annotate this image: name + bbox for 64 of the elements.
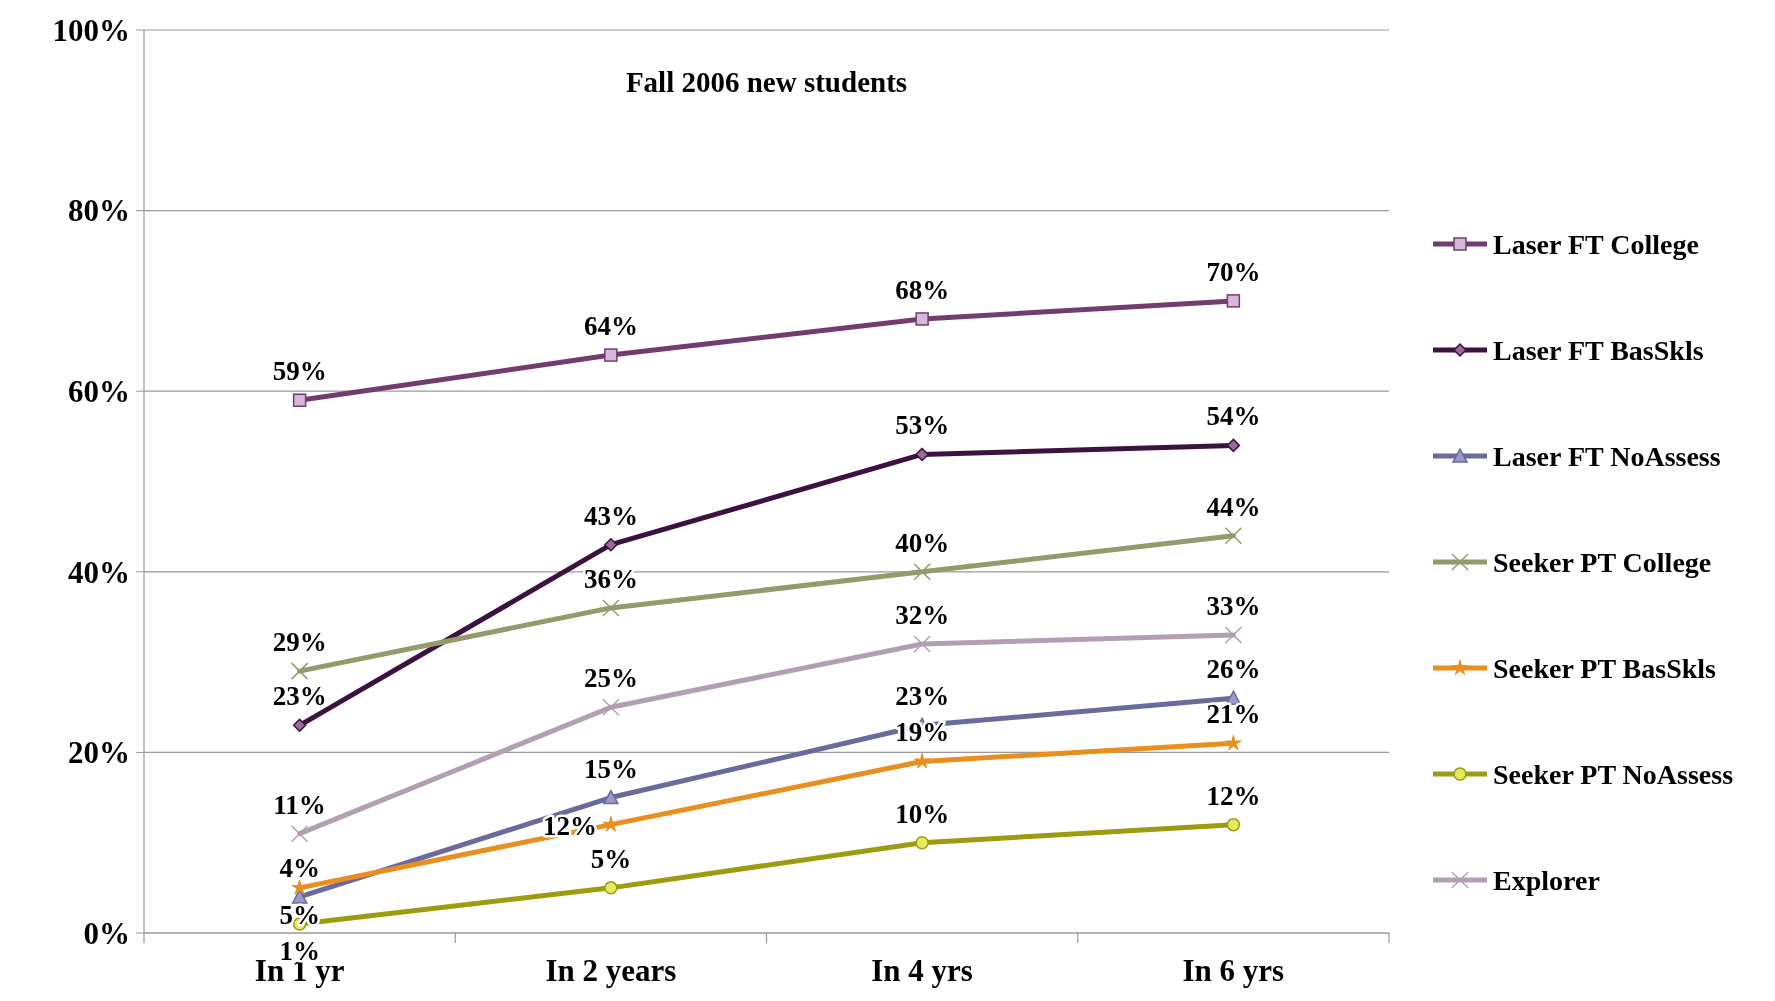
data-label: 29% xyxy=(272,627,327,658)
point xyxy=(603,789,619,805)
data-label: 15% xyxy=(583,753,638,784)
legend-label: Laser FT NoAssess xyxy=(1493,440,1721,472)
legend-label: Seeker PT BasSkls xyxy=(1493,652,1717,684)
point xyxy=(290,662,309,680)
data-label: 33% xyxy=(1206,591,1261,622)
data-label: 54% xyxy=(1206,401,1261,432)
point xyxy=(604,537,618,552)
data-label: 70% xyxy=(1206,256,1261,287)
point xyxy=(602,698,620,716)
data-label: 53% xyxy=(895,410,950,441)
point xyxy=(602,599,620,617)
point xyxy=(1226,294,1241,308)
y-tick-label: 0% xyxy=(83,915,130,951)
point xyxy=(915,312,929,326)
data-label: 10% xyxy=(895,798,950,829)
point xyxy=(292,393,307,407)
point xyxy=(291,889,308,904)
point xyxy=(915,447,929,462)
data-label: 32% xyxy=(895,600,950,631)
point xyxy=(913,635,931,653)
data-label: 36% xyxy=(583,563,638,594)
y-tick-label: 40% xyxy=(68,554,130,590)
point xyxy=(1226,438,1241,453)
y-tick-label: 20% xyxy=(68,735,130,771)
point xyxy=(1224,526,1243,545)
y-tick-label: 100% xyxy=(52,12,130,48)
x-tick-label: In 2 years xyxy=(545,953,677,988)
point xyxy=(915,835,929,850)
data-label: 43% xyxy=(583,500,638,531)
data-label: 64% xyxy=(583,311,638,342)
point xyxy=(913,563,931,581)
data-label: 5% xyxy=(590,843,632,874)
x-tick-label: In 6 yrs xyxy=(1182,953,1285,988)
data-label: 12% xyxy=(1206,780,1261,811)
data-label: 68% xyxy=(895,274,950,305)
data-label: 23% xyxy=(895,681,950,712)
point xyxy=(914,752,931,769)
legend-label: Laser FT BasSkls xyxy=(1493,334,1704,366)
legend-label: Seeker PT NoAssess xyxy=(1493,758,1734,790)
text: Fall 2006 new students xyxy=(625,66,908,98)
point xyxy=(1224,626,1243,644)
data-label: 44% xyxy=(1206,491,1261,522)
legend-label: Seeker PT College xyxy=(1493,546,1712,578)
x-tick-label: In 4 yrs xyxy=(871,953,973,988)
legend-label: Laser FT College xyxy=(1493,228,1699,260)
point xyxy=(604,881,618,895)
data-label: 26% xyxy=(1206,654,1261,685)
y-tick-label: 60% xyxy=(68,374,130,410)
point xyxy=(290,824,309,843)
point xyxy=(292,718,307,733)
point xyxy=(604,348,618,362)
data-label: 59% xyxy=(272,356,327,387)
legend-label: Explorer xyxy=(1493,864,1600,896)
data-label: 23% xyxy=(272,681,327,712)
data-label: 4% xyxy=(279,852,320,883)
y-tick-label: 80% xyxy=(68,193,130,229)
data-label: 11% xyxy=(273,789,326,820)
data-label: 40% xyxy=(895,527,950,558)
data-label: 21% xyxy=(1206,699,1261,730)
point xyxy=(1225,734,1242,751)
data-label: 25% xyxy=(583,663,638,694)
point xyxy=(1226,817,1241,832)
